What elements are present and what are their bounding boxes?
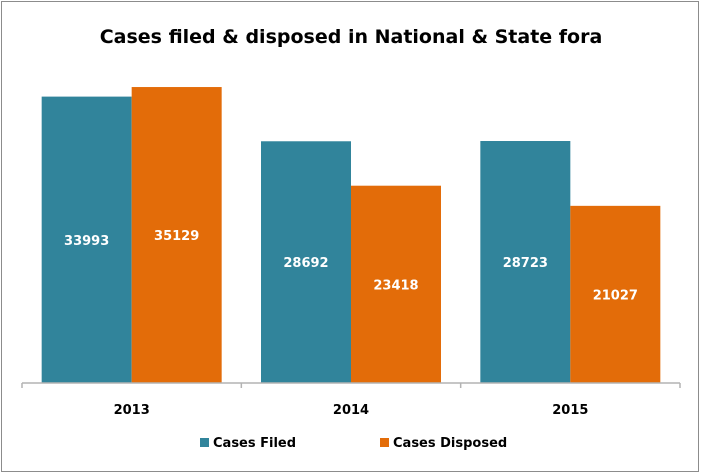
x-tick-label: 2015 xyxy=(552,403,588,418)
data-label: 35129 xyxy=(154,229,199,244)
bar-2015-cases-filed xyxy=(480,141,571,383)
x-tick-label: 2013 xyxy=(114,403,150,418)
bar-2013-cases-filed xyxy=(41,96,132,383)
data-label: 21027 xyxy=(593,288,638,303)
legend-swatch xyxy=(380,438,389,447)
bar-2013-cases-disposed xyxy=(131,87,222,383)
x-tick-label: 2014 xyxy=(333,403,369,418)
legend-label: Cases Disposed xyxy=(393,436,507,451)
legend-swatch xyxy=(200,438,209,447)
legend-label: Cases Filed xyxy=(213,436,296,451)
bar-2015-cases-disposed xyxy=(570,205,661,383)
bar-2014-cases-filed xyxy=(261,141,351,383)
data-label: 28692 xyxy=(283,256,328,271)
chart-title: Cases filed & disposed in National & Sta… xyxy=(100,26,603,48)
data-label: 28723 xyxy=(503,256,548,271)
bar-2014-cases-disposed xyxy=(351,185,441,383)
data-label: 33993 xyxy=(64,234,109,249)
data-label: 23418 xyxy=(373,278,418,293)
